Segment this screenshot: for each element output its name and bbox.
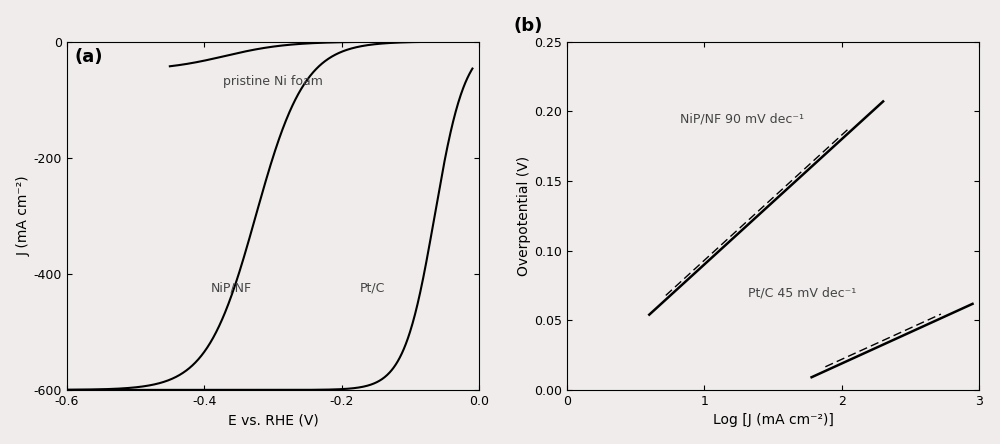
- Text: Pt/C: Pt/C: [360, 281, 385, 294]
- Text: pristine Ni foam: pristine Ni foam: [223, 75, 323, 88]
- Text: NiP/NF: NiP/NF: [211, 281, 252, 294]
- Text: Pt/C 45 mV dec⁻¹: Pt/C 45 mV dec⁻¹: [748, 286, 857, 300]
- Text: NiP/NF 90 mV dec⁻¹: NiP/NF 90 mV dec⁻¹: [680, 112, 804, 125]
- Y-axis label: Overpotential (V): Overpotential (V): [517, 156, 531, 276]
- X-axis label: Log [J (mA cm⁻²)]: Log [J (mA cm⁻²)]: [713, 413, 834, 427]
- Y-axis label: J (mA cm⁻²): J (mA cm⁻²): [17, 175, 31, 256]
- Text: (a): (a): [75, 48, 103, 67]
- X-axis label: E vs. RHE (V): E vs. RHE (V): [228, 413, 318, 427]
- Text: (b): (b): [513, 16, 542, 35]
